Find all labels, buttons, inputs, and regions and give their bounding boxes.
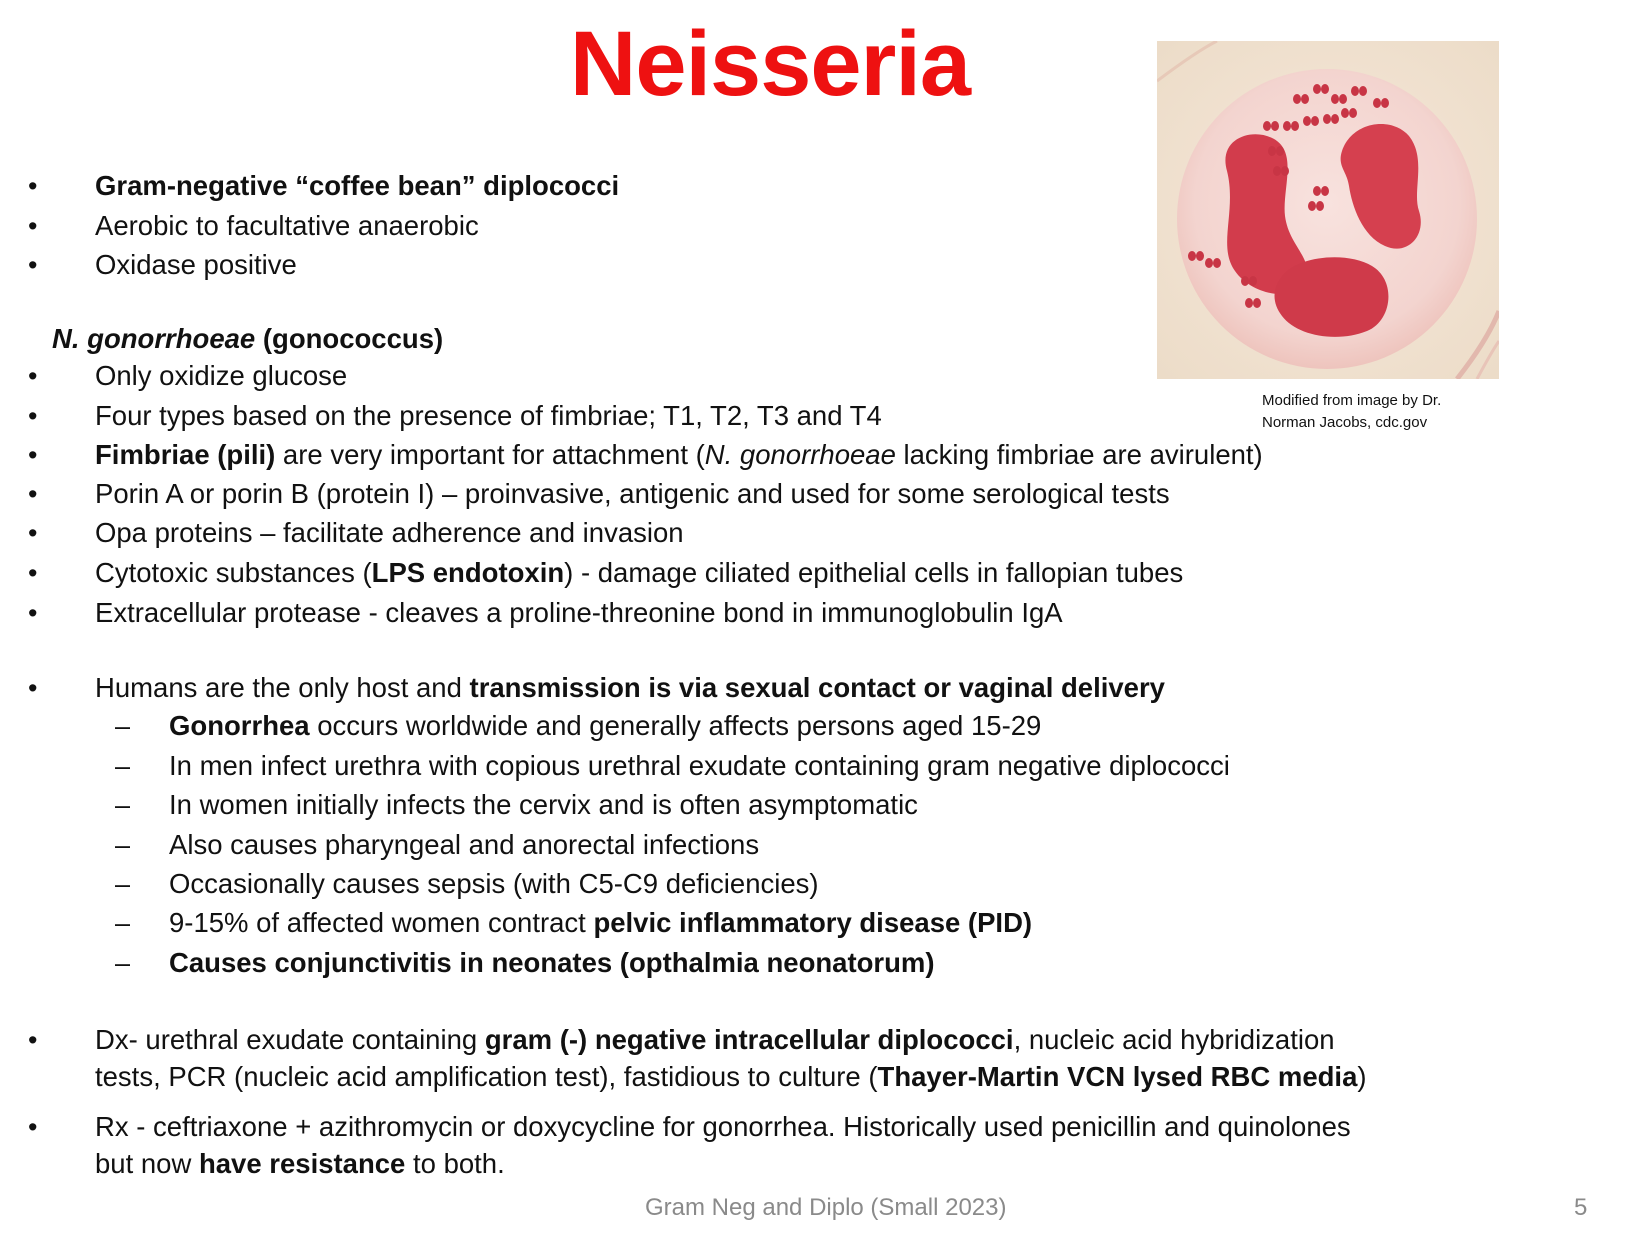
bullet-icon: • <box>28 598 38 628</box>
fiber-strand <box>1455 310 1499 379</box>
text-run: lacking fimbriae are avirulent) <box>895 439 1263 470</box>
bullet-icon: • <box>28 401 38 431</box>
image-caption: Modified from image by Dr. Norman Jacobs… <box>1262 390 1602 434</box>
bold-text: Gonorrhea <box>169 710 310 741</box>
bold-text: have resistance <box>198 1148 406 1179</box>
text-run: ) - damage ciliated epithelial cells in … <box>564 557 1184 588</box>
caption-line: Modified from image by Dr. <box>1262 392 1442 409</box>
list-item: Gram-negative “coffee bean” diplococci <box>95 168 619 204</box>
sub-list-item: Causes conjunctivitis in neonates (optha… <box>169 945 935 981</box>
bullet-icon: • <box>28 1112 38 1142</box>
sub-list-item: Gonorrhea occurs worldwide and generally… <box>169 708 1041 744</box>
text-run: tests, PCR (nucleic acid amplification t… <box>95 1061 878 1092</box>
bold-text: Fimbriae (pili) <box>95 439 276 470</box>
treatment-line: but now have resistance to both. <box>95 1146 505 1182</box>
dash-icon: – <box>115 830 131 860</box>
nucleus-lobe <box>1340 124 1421 249</box>
bullet-icon: • <box>28 211 38 241</box>
bullet-icon: • <box>28 361 38 391</box>
bold-text: transmission is via sexual contact or va… <box>469 672 1165 703</box>
bullet-icon: • <box>28 518 38 548</box>
text-run: Dx- urethral exudate containing <box>95 1024 485 1055</box>
text-run: are very important for attachment ( <box>275 439 705 470</box>
list-item: Oxidase positive <box>95 249 297 280</box>
bullet-icon: • <box>28 558 38 588</box>
text-run: ) <box>1357 1061 1367 1092</box>
text-run: 9-15% of affected women contract <box>169 907 594 938</box>
bold-text: gram (-) negative intracellular diplococ… <box>484 1024 1014 1055</box>
heading-rest: (gonococcus) <box>255 323 444 354</box>
list-item: Humans are the only host and transmissio… <box>95 670 1165 706</box>
bullet-icon: • <box>28 250 38 280</box>
section-heading: N. gonorrhoeae (gonococcus) <box>52 321 443 357</box>
species-name: N. gonorrhoeae <box>52 323 256 354</box>
list-item: Aerobic to facultative anaerobic <box>95 210 479 241</box>
list-item: Fimbriae (pili) are very important for a… <box>95 437 1263 473</box>
bold-text: LPS endotoxin <box>371 557 565 588</box>
sub-list-item: In men infect urethra with copious ureth… <box>169 750 1230 781</box>
micrograph-image <box>1157 41 1499 379</box>
diagnosis-line: tests, PCR (nucleic acid amplification t… <box>95 1059 1367 1095</box>
text-run: but now <box>95 1148 199 1179</box>
fiber-strand <box>1475 340 1499 379</box>
list-item: Opa proteins – facilitate adherence and … <box>95 517 684 548</box>
text-run: , nucleic acid hybridization <box>1013 1024 1335 1055</box>
diplococci-cluster <box>1188 84 1389 308</box>
dash-icon: – <box>115 869 131 899</box>
text-run: Cytotoxic substances ( <box>95 557 372 588</box>
sub-list-item: 9-15% of affected women contract pelvic … <box>169 905 1032 941</box>
list-item: Four types based on the presence of fimb… <box>95 400 882 431</box>
text-run: Humans are the only host and <box>95 672 470 703</box>
dash-icon: – <box>115 790 131 820</box>
bold-text: pelvic inflammatory disease (PID) <box>593 907 1033 938</box>
bullet-icon: • <box>28 1025 38 1055</box>
list-item: Only oxidize glucose <box>95 360 348 391</box>
micrograph-svg <box>1157 41 1499 379</box>
list-item: Porin A or porin B (protein I) – proinva… <box>95 478 1170 509</box>
nucleus-lobe <box>1274 257 1389 337</box>
italic-text: N. gonorrhoeae <box>704 439 896 470</box>
slide-footer: Gram Neg and Diplo (Small 2023) <box>645 1194 1007 1221</box>
fiber-strand <box>1157 41 1218 83</box>
bullet-icon: • <box>28 479 38 509</box>
bullet-icon: • <box>28 171 38 201</box>
dash-icon: – <box>115 751 131 781</box>
sub-list-item: Occasionally causes sepsis (with C5-C9 d… <box>169 868 819 899</box>
bullet-icon: • <box>28 440 38 470</box>
diagnosis-line: Dx- urethral exudate containing gram (-)… <box>95 1022 1335 1058</box>
slide-title: Neisseria <box>569 13 971 115</box>
bullet-icon: • <box>28 673 38 703</box>
treatment-line: Rx - ceftriaxone + azithromycin or doxyc… <box>95 1111 1351 1142</box>
sub-list-item: Also causes pharyngeal and anorectal inf… <box>169 829 760 860</box>
list-item: Extracellular protease - cleaves a proli… <box>95 597 1063 628</box>
dash-icon: – <box>115 908 131 938</box>
sub-list-item: In women initially infects the cervix an… <box>169 789 918 820</box>
text-run: to both. <box>405 1148 505 1179</box>
list-item: Cytotoxic substances (LPS endotoxin) - d… <box>95 555 1183 591</box>
page-number: 5 <box>1574 1194 1588 1221</box>
bold-text: Gram-negative “coffee bean” diplococci <box>95 170 620 201</box>
dash-icon: – <box>115 948 131 978</box>
text-run: occurs worldwide and generally affects p… <box>309 710 1042 741</box>
dash-icon: – <box>115 711 131 741</box>
bold-text: Thayer-Martin VCN lysed RBC media <box>877 1061 1358 1092</box>
caption-line: Norman Jacobs, cdc.gov <box>1262 414 1428 431</box>
bold-text: Causes conjunctivitis in neonates (optha… <box>169 947 935 978</box>
